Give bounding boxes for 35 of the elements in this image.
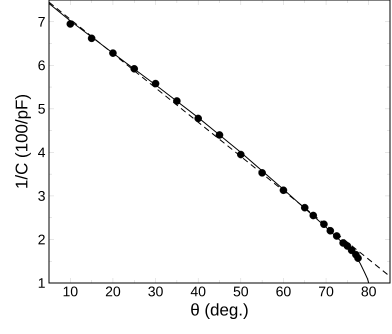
- point: [216, 131, 224, 139]
- point: [326, 226, 334, 235]
- x-tick-label: 60: [276, 286, 291, 296]
- point: [332, 232, 341, 240]
- point: [173, 97, 181, 105]
- point: [309, 212, 318, 220]
- point: [152, 80, 160, 88]
- x-axis-title: θ (deg.): [191, 303, 248, 320]
- point: [88, 34, 96, 42]
- point: [300, 204, 309, 212]
- point: [344, 242, 352, 250]
- y-axis-title: 1/C (100/pF): [15, 95, 31, 188]
- y-tick-label: 3: [38, 190, 45, 201]
- y-tick-label: 7: [38, 16, 45, 27]
- point: [194, 114, 202, 122]
- x-tick-label: 50: [234, 286, 248, 296]
- x-tick-label: 10: [64, 286, 78, 296]
- x-tick-label: 80: [362, 286, 376, 296]
- y-tick-label: 1: [38, 278, 45, 288]
- x-tick-label: 30: [148, 286, 163, 296]
- y-tick-label: 4: [38, 148, 46, 158]
- y-tick-label: 2: [38, 234, 45, 244]
- point: [109, 49, 117, 57]
- x-tick-label: 70: [319, 286, 334, 296]
- point: [237, 150, 245, 158]
- y-tick-label: 6: [38, 60, 45, 70]
- point: [320, 220, 328, 228]
- point: [66, 20, 74, 28]
- point: [130, 65, 138, 73]
- point: [354, 254, 362, 262]
- x-tick-label: 20: [106, 286, 120, 296]
- point: [258, 169, 266, 177]
- y-tick-label: 5: [38, 104, 45, 114]
- x-tick-label: 40: [190, 286, 206, 296]
- point: [280, 186, 288, 194]
